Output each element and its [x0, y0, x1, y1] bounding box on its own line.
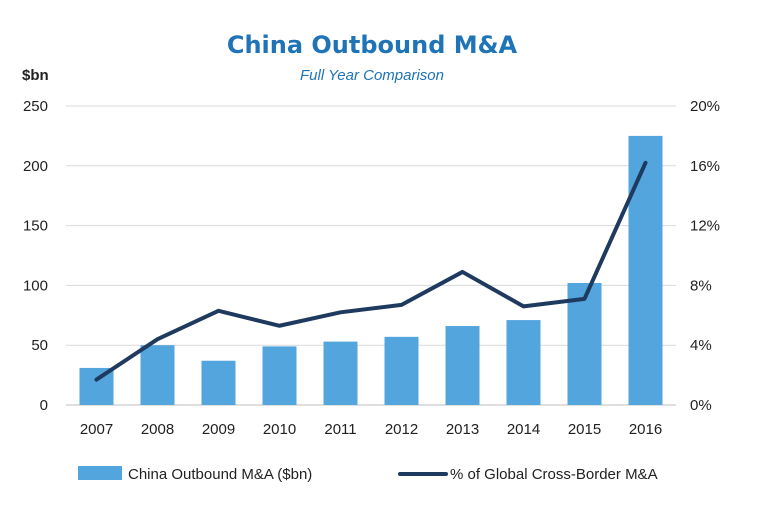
bar: [140, 345, 175, 405]
line-series: [94, 160, 648, 382]
legend-bar-swatch: [78, 466, 122, 480]
y-tick-label: 250: [23, 98, 48, 115]
legend-bar-label: China Outbound M&A ($bn): [128, 466, 312, 483]
y-axis-unit-label: $bn: [22, 67, 49, 84]
bar: [506, 320, 541, 405]
bar: [445, 326, 480, 405]
x-tick-label: 2016: [629, 421, 662, 438]
bar: [567, 283, 602, 405]
x-tick-label: 2015: [568, 421, 601, 438]
x-tick-label: 2007: [80, 421, 113, 438]
bar: [628, 135, 663, 405]
y-tick-label: 100: [23, 277, 48, 294]
legend-line-label: % of Global Cross-Border M&A: [450, 466, 658, 483]
y2-tick-label: 12%: [690, 218, 720, 235]
bar: [384, 336, 419, 405]
y2-tick-label: 0%: [690, 397, 712, 414]
y-tick-label: 0: [40, 397, 48, 414]
x-tick-label: 2008: [141, 421, 174, 438]
y2-tick-label: 16%: [690, 158, 720, 175]
y-tick-label: 150: [23, 218, 48, 235]
y2-tick-label: 4%: [690, 337, 712, 354]
y-tick-label: 50: [31, 337, 48, 354]
y2-tick-label: 20%: [690, 98, 720, 115]
chart-subtitle: Full Year Comparison: [300, 67, 444, 84]
bar: [262, 346, 297, 405]
x-tick-label: 2012: [385, 421, 418, 438]
y-tick-label: 200: [23, 158, 48, 175]
chart-title: China Outbound M&A: [227, 31, 518, 59]
x-tick-label: 2010: [263, 421, 296, 438]
legend: China Outbound M&A ($bn) % of Global Cro…: [78, 466, 658, 483]
x-tick-label: 2011: [324, 421, 356, 438]
x-tick-label: 2014: [507, 421, 540, 438]
bar: [323, 341, 358, 405]
bar-series: [79, 135, 663, 405]
y2-tick-label: 8%: [690, 277, 712, 294]
x-tick-label: 2013: [446, 421, 479, 438]
x-axis: 2007 2008 2009 2010 2011 2012 2013 2014 2015 2016: [80, 421, 662, 438]
y-axis-right: 0% 4% 8% 12% 16% 20%: [690, 98, 720, 414]
bar: [201, 360, 236, 405]
series-line: [94, 160, 648, 382]
y-axis-left: 0 50 100 150 200 250: [23, 98, 48, 414]
x-tick-label: 2009: [202, 421, 235, 438]
